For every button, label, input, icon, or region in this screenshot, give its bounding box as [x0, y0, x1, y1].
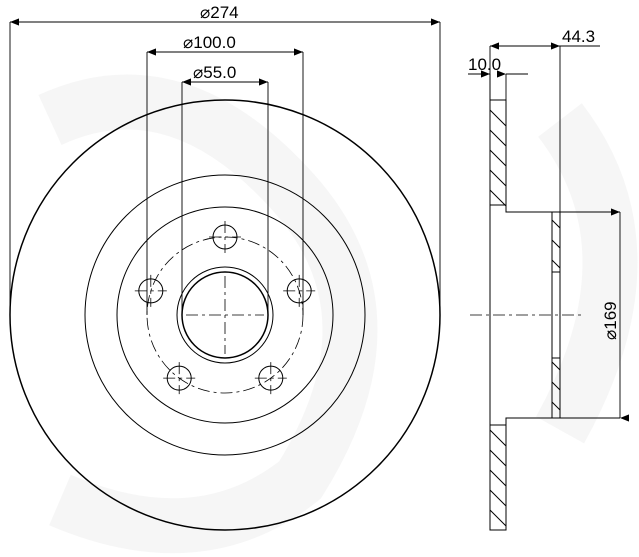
- dim-d-bore-label: ⌀55.0: [193, 63, 236, 82]
- dim-d-pcd-label: ⌀100.0: [183, 33, 236, 52]
- watermark: [50, 102, 610, 526]
- dim-d-hub-label: ⌀169: [601, 301, 620, 340]
- dim-d-outer-label: ⌀274: [200, 3, 239, 22]
- drawing-canvas: ⌀274 ⌀100.0 ⌀55.0 44.3 10.0 ⌀169: [0, 0, 639, 557]
- dim-thickness-label: 10.0: [468, 55, 501, 74]
- dim-hat-depth-label: 44.3: [562, 27, 595, 46]
- section-hatch: [490, 110, 560, 526]
- dim-thickness: 10.0: [468, 55, 528, 100]
